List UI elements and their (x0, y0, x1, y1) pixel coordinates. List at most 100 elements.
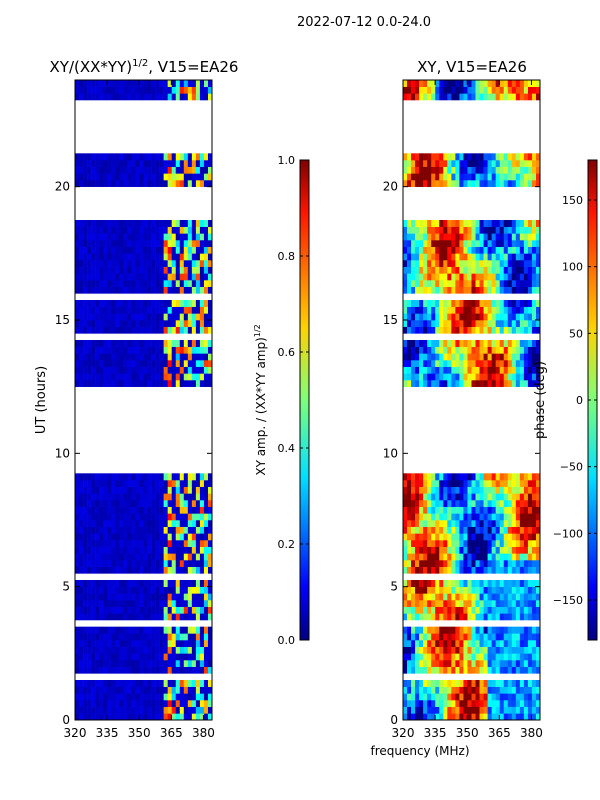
heatmap-cell (527, 253, 533, 261)
heatmap-cell (191, 646, 197, 654)
heatmap-cell (411, 313, 416, 321)
heatmap-cell (115, 680, 120, 687)
heatmap-cell (87, 380, 92, 387)
heatmap-cell (151, 713, 156, 721)
heatmap-cell (475, 80, 480, 87)
heatmap-cell (203, 86, 209, 94)
heatmap-cell (519, 380, 525, 387)
heatmap-cell (103, 506, 108, 514)
heatmap-cell (75, 273, 80, 281)
heatmap-cell (175, 640, 181, 647)
heatmap-cell (487, 266, 492, 274)
heatmap-cell (527, 686, 533, 694)
heatmap-cell (135, 480, 140, 487)
heatmap-cell (403, 626, 408, 634)
heatmap-cell (491, 606, 496, 614)
heatmap-cell (199, 660, 205, 667)
heatmap-cell (423, 666, 428, 674)
heatmap-cell (499, 560, 505, 567)
heatmap-cell (183, 366, 189, 374)
heatmap-cell (195, 166, 201, 174)
heatmap-cell (139, 366, 144, 374)
heatmap-cell (499, 180, 505, 187)
heatmap-cell (411, 220, 416, 227)
heatmap-cell (107, 613, 112, 621)
heatmap-cell (515, 266, 521, 274)
heatmap-cell (415, 166, 420, 174)
heatmap-cell (91, 606, 96, 614)
heatmap-cell (427, 593, 432, 601)
heatmap-cell (407, 153, 412, 161)
heatmap-cell (207, 486, 213, 494)
heatmap-cell (179, 233, 185, 241)
heatmap-cell (415, 220, 420, 227)
heatmap-cell (95, 240, 100, 247)
heatmap-cell (479, 380, 484, 387)
heatmap-cell (175, 680, 181, 687)
heatmap-cell (179, 280, 185, 287)
heatmap-cell (175, 566, 181, 574)
heatmap-cell (207, 706, 213, 714)
heatmap-cell (455, 220, 460, 227)
heatmap-cell (435, 660, 440, 667)
heatmap-cell (443, 253, 448, 261)
heatmap-cell (191, 593, 197, 601)
heatmap-cell (203, 273, 209, 281)
heatmap-cell (415, 533, 420, 541)
heatmap-cell (495, 593, 501, 601)
heatmap-cell (439, 686, 444, 694)
heatmap-cell (479, 633, 484, 641)
heatmap-cell (495, 666, 501, 674)
heatmap-cell (443, 246, 448, 254)
heatmap-cell (107, 233, 112, 241)
heatmap-cell (183, 86, 189, 94)
heatmap-cell (103, 500, 108, 507)
heatmap-cell (179, 273, 185, 281)
heatmap-cell (171, 566, 177, 574)
heatmap-cell (167, 606, 173, 614)
heatmap-cell (115, 520, 120, 527)
heatmap-cell (135, 360, 140, 367)
heatmap-cell (523, 606, 529, 614)
heatmap-cell (463, 546, 468, 554)
heatmap-cell (75, 680, 80, 687)
heatmap-cell (463, 660, 468, 667)
heatmap-cell (119, 173, 124, 181)
heatmap-cell (455, 226, 460, 234)
heatmap-cell (79, 526, 84, 534)
heatmap-cell (111, 220, 116, 227)
heatmap-cell (147, 313, 152, 321)
heatmap-cell (199, 653, 205, 661)
heatmap-cell (487, 500, 492, 507)
colorbar-tick-label: −50 (560, 461, 583, 474)
heatmap-cell (91, 240, 96, 247)
heatmap-cell (475, 606, 480, 614)
heatmap-cell (187, 366, 193, 374)
heatmap-cell (515, 320, 521, 327)
heatmap-cell (119, 626, 124, 634)
heatmap-cell (479, 653, 484, 661)
heatmap-cell (479, 580, 484, 587)
heatmap-cell (123, 566, 128, 574)
heatmap-cell (175, 320, 181, 327)
heatmap-cell (151, 486, 156, 494)
heatmap-cell (95, 173, 100, 181)
heatmap-cell (83, 226, 88, 234)
heatmap-cell (91, 253, 96, 261)
heatmap-cell (431, 653, 436, 661)
heatmap-cell (127, 260, 132, 267)
heatmap-cell (99, 280, 104, 287)
heatmap-cell (459, 600, 464, 607)
heatmap-cell (163, 240, 168, 247)
heatmap-cell (131, 560, 136, 567)
heatmap-cell (407, 600, 412, 607)
heatmap-cell (195, 693, 201, 701)
heatmap-cell (119, 533, 124, 541)
heatmap-cell (411, 640, 416, 647)
heatmap-cell (135, 153, 140, 161)
heatmap-cell (447, 713, 452, 721)
heatmap-cell (103, 680, 108, 687)
heatmap-cell (435, 680, 440, 687)
heatmap-cell (423, 586, 428, 594)
heatmap-cell (427, 266, 432, 274)
